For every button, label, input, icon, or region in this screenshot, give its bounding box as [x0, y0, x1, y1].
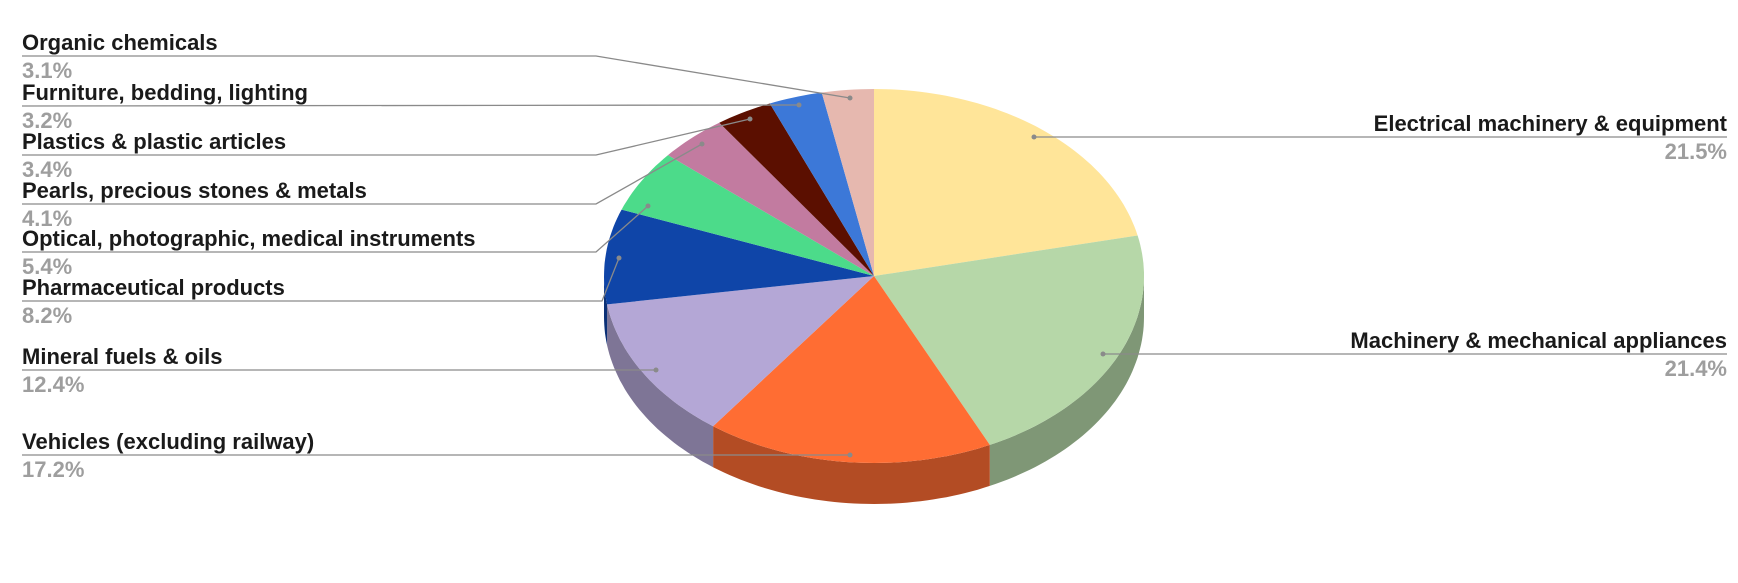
slice-label: Vehicles (excluding railway) [22, 429, 314, 454]
slice-label: Organic chemicals [22, 30, 218, 55]
slice-label: Mineral fuels & oils [22, 344, 223, 369]
slice-percent: 21.5% [1665, 139, 1727, 164]
slice-label: Plastics & plastic articles [22, 129, 286, 154]
slice-percent: 4.1% [22, 206, 72, 231]
slice-percent: 17.2% [22, 457, 84, 482]
pie-slice[interactable] [821, 89, 874, 276]
leader-dot [1031, 134, 1037, 140]
slice-label: Pearls, precious stones & metals [22, 178, 367, 203]
slice-label: Electrical machinery & equipment [1374, 111, 1728, 136]
pie-slice[interactable] [668, 122, 874, 276]
pie-slice[interactable] [874, 89, 1138, 276]
leader-dot [847, 95, 853, 101]
leader-line [22, 118, 751, 156]
leader-dot [699, 141, 705, 147]
pie-side-1 [989, 276, 1144, 486]
pie-slice[interactable] [621, 155, 874, 276]
leader-dot [616, 255, 622, 261]
pie-slice[interactable] [719, 103, 874, 277]
data-labels: Electrical machinery & equipment 21.5% Mac… [21, 30, 1728, 482]
pie-slice[interactable] [713, 276, 990, 463]
pie-slices [604, 89, 1144, 463]
slice-percent: 12.4% [22, 372, 84, 397]
slice-label: Machinery & mechanical appliances [1350, 328, 1727, 353]
leader-line [22, 205, 649, 253]
leader-dot [847, 452, 853, 458]
leader-line [22, 55, 851, 99]
leader-line [22, 143, 703, 205]
leader-dot [645, 203, 651, 209]
slice-label: Pharmaceutical products [22, 275, 285, 300]
pie-side-3 [607, 304, 714, 468]
pie-slice[interactable] [874, 235, 1144, 445]
slice-label: Furniture, bedding, lighting [22, 80, 308, 105]
leader-dot [1100, 351, 1106, 357]
pie-slice[interactable] [607, 276, 874, 427]
slice-percent: 3.2% [22, 108, 72, 133]
slice-percent: 3.1% [22, 58, 72, 83]
leader-line [22, 257, 620, 302]
slice-percent: 5.4% [22, 254, 72, 279]
leader-dot [796, 102, 802, 108]
slice-label: Optical, photographic, medical instrumen… [22, 226, 476, 251]
pie-side-2 [713, 426, 990, 504]
leader-line [21, 104, 800, 107]
slice-percent: 3.4% [22, 157, 72, 182]
pie-slice[interactable] [604, 209, 874, 305]
pie-slice[interactable] [769, 92, 874, 277]
slice-percent: 8.2% [22, 303, 72, 328]
leader-dot [747, 116, 753, 122]
slice-percent: 21.4% [1665, 356, 1727, 381]
leader-dot [653, 367, 659, 373]
